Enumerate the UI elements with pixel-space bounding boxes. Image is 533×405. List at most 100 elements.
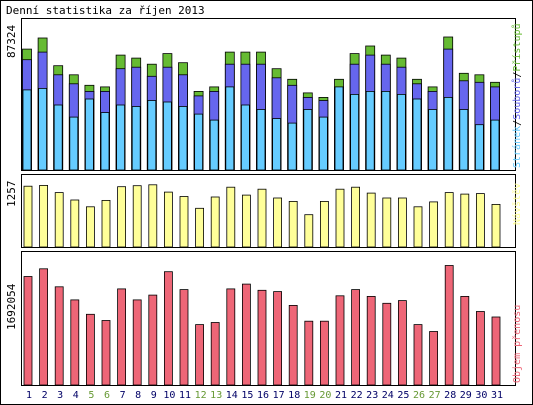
day-label-31: 31 (491, 390, 503, 401)
top-bar-stránek-day-5 (85, 98, 94, 171)
day-label-9: 9 (151, 390, 157, 401)
day-label-27: 27 (429, 390, 441, 401)
day-label-2: 2 (42, 390, 48, 401)
bottom-bar-objem-přenosu-day-16 (257, 289, 267, 386)
middle-bar-návštěv-day-4 (70, 199, 80, 248)
bottom-bar-objem-přenosu-day-26 (413, 324, 423, 386)
middle-bar-návštěv-day-14 (226, 186, 236, 248)
top-bar-stránek-day-28 (443, 97, 453, 171)
day-label-10: 10 (163, 390, 175, 401)
bottom-panel-bars (23, 265, 501, 386)
day-label-15: 15 (241, 390, 253, 401)
top-bar-stránek-day-11 (178, 106, 188, 171)
day-label-3: 3 (57, 390, 63, 401)
day-label-8: 8 (135, 390, 141, 401)
day-label-28: 28 (444, 390, 456, 401)
top-legend-item-2: Souborů (511, 78, 523, 120)
middle-bar-návštěv-day-28 (444, 192, 454, 248)
bottom-bar-objem-přenosu-day-30 (475, 311, 485, 386)
top-panel-frame (21, 18, 516, 171)
top-legend-item-1: / (512, 120, 523, 126)
top-bar-stránek-day-12 (194, 113, 204, 171)
bottom-bar-objem-přenosu-day-6 (101, 320, 111, 386)
top-bar-stránek-day-19 (303, 109, 313, 171)
top-max-label: 87324 (5, 25, 18, 58)
bottom-bar-objem-přenosu-day-22 (351, 289, 361, 386)
bottom-bar-objem-přenosu-day-17 (273, 291, 283, 386)
top-bar-stránek-day-26 (412, 98, 422, 171)
middle-panel-bars (23, 184, 501, 248)
top-bar-stránek-day-29 (459, 109, 469, 171)
chart-title: Denní statistika za říjen 2013 (6, 4, 205, 17)
day-label-25: 25 (397, 390, 409, 401)
top-bar-stránek-day-24 (381, 91, 391, 171)
middle-bar-návštěv-day-6 (101, 199, 111, 248)
top-bar-stránek-day-15 (240, 104, 250, 171)
middle-bar-návštěv-day-25 (397, 197, 407, 248)
middle-bar-návštěv-day-31 (491, 203, 501, 248)
top-bar-stránek-day-1 (22, 89, 32, 171)
bottom-bar-objem-přenosu-day-19 (304, 320, 314, 386)
middle-bar-návštěv-day-24 (382, 197, 392, 248)
middle-bar-návštěv-day-2 (39, 184, 48, 248)
day-label-29: 29 (460, 390, 472, 401)
middle-panel-frame (21, 174, 516, 248)
bottom-bar-objem-přenosu-day-21 (335, 295, 345, 386)
day-label-18: 18 (288, 390, 300, 401)
top-bar-stránek-day-30 (474, 124, 484, 171)
top-panel-bars (22, 36, 500, 171)
day-label-23: 23 (366, 390, 378, 401)
middle-bar-návštěv-day-15 (241, 194, 251, 248)
day-label-4: 4 (73, 390, 79, 401)
middle-bar-návštěv-day-7 (117, 186, 126, 248)
top-bar-stránek-day-14 (225, 86, 235, 171)
bottom-bar-objem-přenosu-day-4 (70, 299, 80, 386)
bottom-bar-objem-přenosu-day-3 (54, 286, 64, 386)
middle-bar-návštěv-day-30 (475, 193, 485, 248)
day-label-19: 19 (304, 390, 316, 401)
top-legend-item-4: Přístupů (511, 23, 523, 71)
bottom-bar-objem-přenosu-day-14 (226, 288, 236, 386)
bottom-bar-objem-přenosu-day-31 (491, 316, 501, 386)
top-bar-stránek-day-13 (209, 119, 219, 171)
day-label-6: 6 (104, 390, 110, 401)
day-label-7: 7 (120, 390, 126, 401)
top-bar-stránek-day-23 (365, 91, 375, 171)
bottom-bar-objem-přenosu-day-1 (23, 276, 33, 386)
middle-bar-návštěv-day-21 (335, 188, 345, 248)
bottom-bar-objem-přenosu-day-29 (460, 295, 470, 386)
top-bar-stránek-day-6 (100, 112, 110, 171)
bottom-bar-objem-přenosu-day-20 (319, 320, 329, 386)
top-bar-stránek-day-20 (318, 116, 328, 171)
middle-bar-návštěv-day-27 (429, 201, 439, 248)
top-legend-item-3: / (512, 72, 523, 78)
top-bar-stránek-day-4 (69, 116, 79, 171)
bottom-bar-objem-přenosu-day-25 (397, 300, 407, 386)
top-bar-stránek-day-31 (490, 119, 500, 171)
top-bar-stránek-day-17 (272, 118, 282, 171)
middle-bar-návštěv-day-17 (273, 197, 283, 248)
day-label-16: 16 (257, 390, 269, 401)
middle-bar-návštěv-day-9 (148, 184, 158, 248)
day-label-24: 24 (382, 390, 394, 401)
middle-bar-návštěv-day-12 (195, 207, 205, 248)
bottom-bar-objem-přenosu-day-9 (148, 294, 158, 386)
top-bar-stránek-day-10 (162, 101, 172, 171)
bottom-legend-item-0: Objem přenosu (511, 305, 523, 383)
top-bar-stránek-day-25 (396, 94, 406, 171)
top-bar-stránek-day-2 (38, 88, 47, 171)
bottom-bar-objem-přenosu-day-18 (288, 304, 298, 386)
bottom-bar-objem-přenosu-day-7 (117, 288, 126, 386)
top-legend: Stránek/Souborů/Přístupů (511, 23, 523, 168)
middle-bar-návštěv-day-29 (460, 193, 470, 248)
bottom-legend: Objem přenosu (511, 305, 523, 383)
middle-bar-návštěv-day-5 (86, 206, 95, 248)
top-bar-stránek-day-7 (116, 104, 125, 171)
day-label-5: 5 (88, 390, 94, 401)
middle-bar-návštěv-day-19 (304, 214, 314, 248)
day-label-1: 1 (26, 390, 32, 401)
bottom-bar-objem-přenosu-day-27 (429, 331, 439, 386)
top-bar-stránek-day-9 (147, 100, 157, 171)
middle-bar-návštěv-day-22 (351, 186, 361, 248)
